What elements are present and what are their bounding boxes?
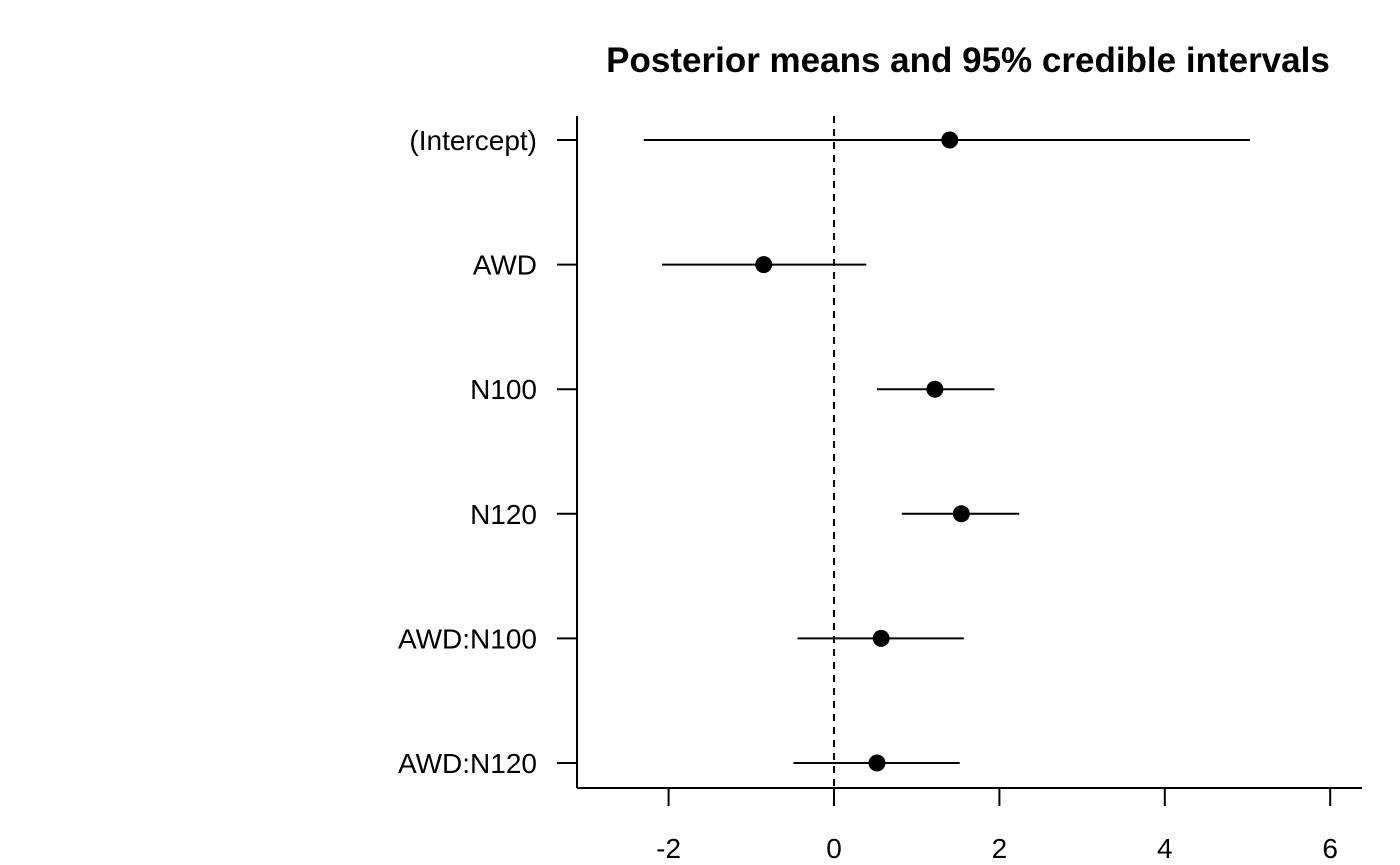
y-tick-label: AWD:N120 xyxy=(398,748,537,779)
chart-marks xyxy=(643,116,1250,788)
x-tick-label: 6 xyxy=(1322,833,1338,864)
y-tick-label: N120 xyxy=(470,499,537,530)
posterior-mean-point xyxy=(952,505,970,523)
y-tick-label: (Intercept) xyxy=(409,125,537,156)
y-tick-label: N100 xyxy=(470,374,537,405)
chart-title: Posterior means and 95% credible interva… xyxy=(606,41,1330,80)
x-tick-label: 2 xyxy=(992,833,1008,864)
posterior-mean-point xyxy=(926,380,944,398)
x-tick-label: 4 xyxy=(1157,833,1173,864)
posterior-mean-point xyxy=(941,131,959,149)
y-tick-label: AWD:N100 xyxy=(398,623,537,654)
x-tick-label: -2 xyxy=(656,833,681,864)
posterior-mean-point xyxy=(872,629,890,647)
y-tick-label: AWD xyxy=(473,250,537,281)
x-tick-label: 0 xyxy=(826,833,842,864)
posterior-mean-point xyxy=(868,754,886,772)
axes: -2 0 2 4 6 (Intercept) AWD N100 N120 AWD:N100 AWD:… xyxy=(398,116,1362,864)
posterior-mean-point xyxy=(755,256,773,274)
